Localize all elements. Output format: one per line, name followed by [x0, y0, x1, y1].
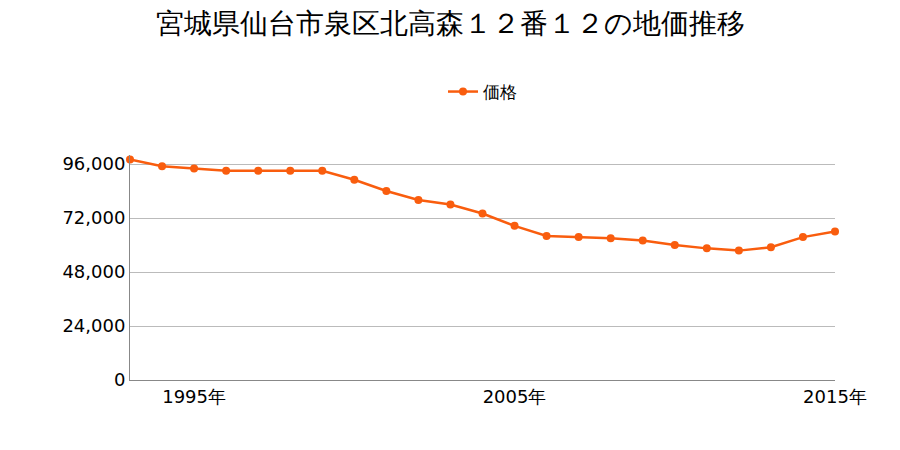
- svg-text:1995年: 1995年: [162, 386, 226, 407]
- svg-text:24,000: 24,000: [62, 315, 125, 336]
- svg-text:96,000: 96,000: [62, 153, 125, 174]
- svg-text:48,000: 48,000: [62, 261, 125, 282]
- svg-text:2015年: 2015年: [803, 386, 867, 407]
- svg-text:宮城県仙台市泉区北高森１２番１２の地価推移: 宮城県仙台市泉区北高森１２番１２の地価推移: [156, 7, 745, 40]
- svg-text:2005年: 2005年: [483, 386, 547, 407]
- svg-text:72,000: 72,000: [62, 207, 125, 228]
- svg-text:価格: 価格: [483, 82, 517, 102]
- svg-text:0: 0: [114, 369, 125, 390]
